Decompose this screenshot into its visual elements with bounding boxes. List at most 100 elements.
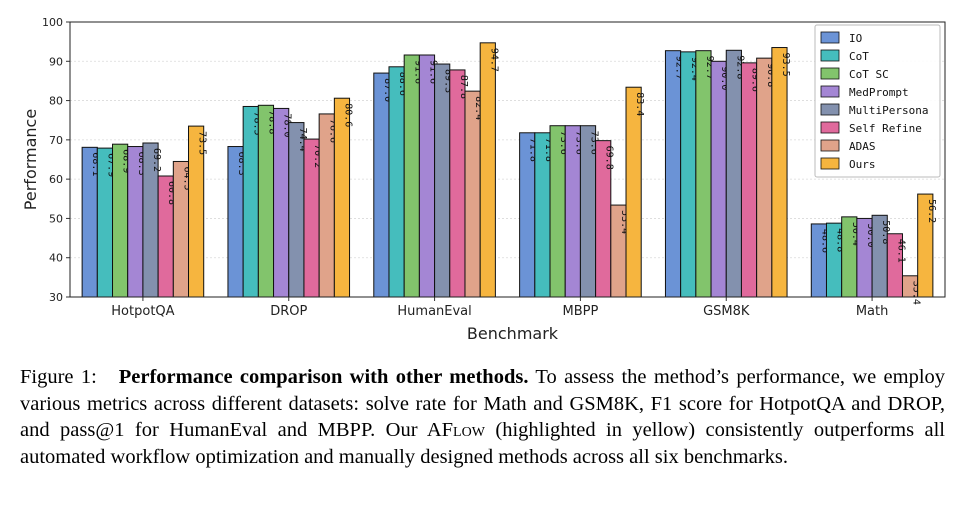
bar-value-label: 87.8 [458,75,469,99]
bar [695,50,712,298]
bar-value-label: 70.2 [312,144,323,168]
bar [680,51,697,298]
figure-caption: Figure 1: Performance comparison with ot… [20,364,945,470]
caption-title: Performance comparison with other method… [118,366,529,388]
caption-method-name: Flow [441,419,485,441]
bar-value-label: 88.6 [397,72,408,96]
bar-value-label: 83.4 [634,92,645,116]
bar [479,42,496,298]
legend-swatch [820,49,840,62]
legend-swatch [820,67,840,80]
bar [756,57,773,298]
legend-label: MedPrompt [849,86,909,99]
y-axis-label: Performance [21,109,40,210]
bar-value-label: 46.1 [895,239,906,263]
bar-value-label: 92.8 [734,55,745,79]
y-tick-label: 80 [49,95,63,108]
legend-label: ADAS [849,140,876,153]
plot-area [70,22,945,297]
x-axis-label: Benchmark [467,324,559,343]
caption-label: Figure 1: [20,366,97,388]
bar-value-label: 92.4 [689,57,700,81]
bar-value-label: 80.6 [342,103,353,127]
bar-chart: 30 40 50 60 70 80 90 100 68.1 67.9 68.9 68.3 69.2 60.… [21,16,946,343]
bar-value-label: 50.0 [865,223,876,247]
legend-swatch [820,121,840,134]
bar-value-label: 53.4 [619,210,630,234]
bar-value-label: 89.3 [443,69,454,93]
bar [664,50,682,298]
caption-text-1: To assess the method’s performance, we e… [20,366,946,441]
bar-value-label: 93.5 [780,53,791,77]
bar-value-label: 74.4 [297,128,308,152]
bar-value-label: 73.6 [558,131,569,155]
bar-value-label: 73.6 [589,131,600,155]
bar [434,63,451,298]
bar-value-label: 68.9 [121,149,132,173]
bar-value-label: 73.6 [573,131,584,155]
x-tick-label: HumanEval [397,304,471,319]
legend-box [814,24,941,178]
y-tick-label: 50 [49,212,63,225]
bar-value-label: 71.8 [543,138,554,162]
legend-swatch [820,85,840,98]
caption-text-2: (highlighted in yellow) consistently out… [20,419,945,468]
bar-value-label: 91.6 [412,60,423,84]
y-tick-label: 30 [49,291,63,304]
bar-value-label: 68.3 [236,152,247,176]
bar-value-label: 56.2 [926,199,937,223]
bar-value-label: 90.0 [719,66,730,90]
bar-value-label: 60.8 [166,181,177,205]
bar-value-label: 48.6 [819,229,830,253]
bar-value-label: 69.8 [604,146,615,170]
bar-value-label: 78.8 [266,110,277,134]
bar-value-label: 50.4 [850,222,861,246]
y-tick-label: 60 [49,173,63,186]
bar [725,49,742,298]
legend-swatch [820,157,840,170]
bar-value-label: 64.5 [181,166,192,190]
bar [740,62,758,298]
y-tick-label: 40 [49,252,63,265]
bar-value-label: 68.1 [90,152,101,176]
bar-value-label: 82.4 [473,96,484,120]
x-tick-label: Math [856,304,889,319]
bar [333,97,351,298]
bar-value-label: 89.6 [750,68,761,92]
bar-value-label: 48.8 [835,228,846,252]
bar [449,69,466,298]
bar-value-label: 92.7 [704,56,715,80]
x-tick-label: HotpotQA [111,304,174,319]
y-tick-label: 90 [49,55,63,68]
bar-value-label: 91.6 [427,60,438,84]
plot-frame [69,21,946,298]
y-tick-label: 70 [49,134,63,147]
bar [418,54,436,298]
x-tick-label: GSM8K [703,304,750,319]
bar [464,90,481,298]
bar-value-label: 90.8 [765,63,776,87]
bar-value-label: 76.6 [327,119,338,143]
bar [373,72,390,298]
x-tick-label: MBPP [563,304,599,319]
legend-swatch [820,139,840,152]
bar [403,54,420,298]
bar-value-label: 87.0 [382,78,393,102]
x-tick-label: DROP [270,304,307,319]
bar-value-label: 71.8 [528,138,539,162]
bar-value-label: 67.9 [105,153,116,177]
legend-label: CoT SC [849,68,889,81]
legend-label: CoT [849,50,869,63]
bar-value-label: 78.0 [282,113,293,137]
legend-swatch [820,103,840,116]
bar-value-label: 92.7 [674,56,685,80]
legend-swatch [820,31,840,44]
bar-value-label: 35.4 [911,281,922,305]
legend-label: Self Refine [849,122,922,135]
y-tick-label: 100 [42,16,63,29]
legend-label: Ours [849,158,876,171]
bar [771,47,788,298]
bar-value-label: 68.3 [136,152,147,176]
bar-value-label: 73.5 [197,131,208,155]
bar [710,60,727,298]
